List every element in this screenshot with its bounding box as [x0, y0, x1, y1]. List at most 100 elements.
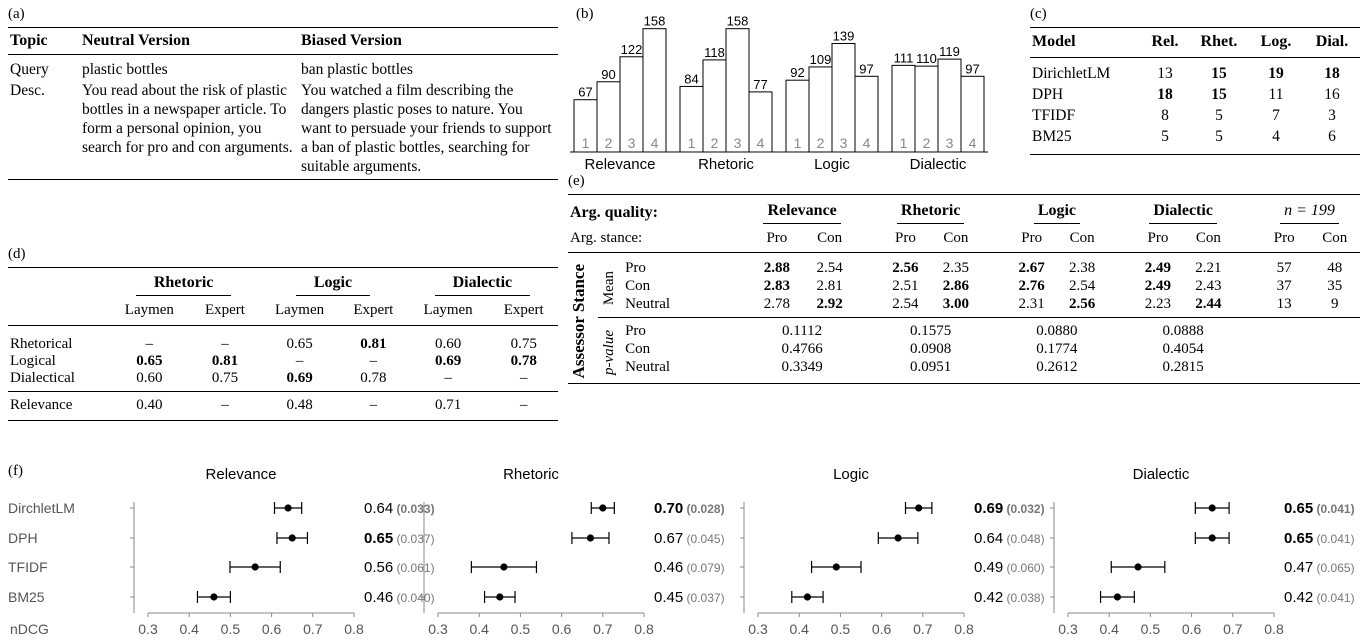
- panel-a-label: (a): [8, 6, 25, 22]
- pvalue-cell: 0.1575: [880, 317, 982, 340]
- panel-d-label: (d): [8, 246, 26, 262]
- pvalue-cell: 0.2815: [1162, 359, 1204, 375]
- header-topic: Topic: [8, 27, 80, 55]
- mean-cell: 2.54: [816, 260, 843, 276]
- spacer: [1234, 358, 1259, 384]
- model-table: Model Rel. Rhet. Log. Dial. DirichletLM 13 15 1…: [1030, 27, 1360, 155]
- spacer: [1107, 295, 1132, 318]
- x-tick-label: 0.5: [221, 621, 241, 637]
- stance-label: Neutral: [625, 359, 671, 375]
- table-row: BM25 5 5 4 6: [1030, 126, 1360, 155]
- n-cell: 13: [1276, 296, 1292, 312]
- x-tick-label: 0.7: [1223, 621, 1243, 637]
- table-row: Query plastic bottles ban plastic bottle…: [8, 55, 558, 80]
- group-label: Relevance: [585, 156, 656, 172]
- subheader-cell: Expert: [339, 298, 407, 326]
- panel-f-label: (f): [8, 463, 23, 479]
- mean-point: [284, 504, 292, 512]
- mean-point: [1113, 593, 1122, 601]
- x-tick-label: 0.7: [913, 621, 933, 637]
- table-row: Assessor Stance Mean Pro 2.88 2.54 2.56 2.35 2.…: [568, 253, 1360, 378]
- bar-value-label: 119: [939, 44, 960, 59]
- bar-category-label: 3: [628, 135, 636, 151]
- arg-stance-label: Arg. stance:: [568, 226, 750, 253]
- bar-category-label: 3: [734, 135, 742, 151]
- spacer: [855, 253, 880, 278]
- mean-cell: 2.31: [1018, 296, 1045, 312]
- spacer: [1233, 226, 1259, 253]
- mean-cell: 2.83: [763, 278, 790, 294]
- spacer: [1234, 295, 1259, 318]
- value-cell: –: [444, 370, 452, 386]
- table-row: DPH 18 15 11 16: [1030, 84, 1360, 105]
- value-cell: –: [190, 391, 260, 421]
- bar-value-label: 90: [601, 67, 615, 82]
- mean-label: 0.65 (0.041): [1284, 530, 1355, 547]
- group-header-logic: Logic: [1006, 195, 1107, 227]
- subheader-cell: Laymen: [108, 298, 191, 326]
- bar-category-label: 1: [688, 135, 696, 151]
- table-row: DirichletLM 13 15 19 18: [1030, 58, 1360, 85]
- spacer: [1234, 253, 1259, 278]
- value-cell: 0.69: [434, 353, 462, 369]
- value-cell: 0.81: [360, 336, 387, 352]
- subheader-cell: Expert: [489, 298, 558, 326]
- mean-cell: 2.67: [1018, 260, 1045, 276]
- model-name: DirichletLM: [1032, 65, 1111, 82]
- model-label: DirchletLM: [8, 500, 75, 516]
- value-cell: 0.65: [136, 353, 163, 369]
- count-cell: 18: [1157, 86, 1173, 103]
- count-cell: 13: [1157, 65, 1173, 82]
- column-header: Rhet.: [1190, 27, 1248, 58]
- group-header-relevance: Relevance: [749, 195, 855, 227]
- spacer: [854, 226, 881, 253]
- x-tick-label: 0.6: [1182, 621, 1202, 637]
- mean-cell: 2.54: [892, 296, 919, 312]
- topic-cell: Desc.: [10, 82, 45, 99]
- mean-point: [586, 534, 595, 542]
- bar: [725, 28, 750, 153]
- x-tick-label: 0.4: [179, 621, 199, 637]
- count-cell: 15: [1211, 65, 1227, 82]
- panel-b-bar-chart: 67190212231584Relevance84111821583774Rhe…: [570, 14, 988, 172]
- pvalue-cell: 0.4766: [781, 341, 823, 357]
- bar-category-label: 3: [840, 135, 848, 151]
- mean-point: [803, 593, 812, 601]
- mean-label: 0.47 (0.065): [1284, 559, 1355, 576]
- mean-cell: 2.49: [1144, 260, 1172, 276]
- x-tick-label: 0.4: [469, 621, 489, 637]
- x-tick-label: 0.8: [954, 621, 974, 637]
- table-row: Relevance 0.40–0.48–0.71–: [8, 391, 558, 421]
- pvalue-cell: 0.0908: [910, 341, 952, 357]
- value-cell: 0.65: [286, 336, 313, 352]
- bar-category-label: 4: [757, 135, 765, 151]
- pvalue-cell: 0.0888: [1132, 317, 1234, 340]
- mean-cell: 2.81: [816, 278, 843, 294]
- stance-header: Con: [804, 226, 855, 253]
- spacer: [1107, 340, 1132, 358]
- bar-value-label: 110: [916, 51, 937, 66]
- bar-category-label: 1: [900, 135, 908, 151]
- value-cell: 0.78: [360, 370, 387, 386]
- mean-label: 0.45 (0.037): [654, 589, 725, 606]
- group-label: Logic: [814, 156, 850, 172]
- value-cell: 0.69: [286, 370, 313, 386]
- bar-value-label: 111: [894, 50, 914, 65]
- stance-label: Con: [625, 341, 651, 357]
- subheader-cell: Laymen: [259, 298, 340, 326]
- bar-category-label: 1: [794, 135, 802, 151]
- row-label: Relevance: [8, 391, 108, 421]
- spacer: [1107, 253, 1132, 278]
- column-header: Model: [1030, 27, 1140, 58]
- pvalue-cell: 0.4054: [1162, 341, 1204, 357]
- x-tick-label: 0.8: [344, 621, 364, 637]
- panel-title: Rhetoric: [503, 466, 559, 483]
- table-row: Rhetorical – – 0.65 0.81 0.60 0.75: [8, 326, 558, 354]
- value-cell: –: [519, 370, 528, 386]
- panel-title: Logic: [833, 466, 869, 483]
- stance-header: Pro: [1006, 226, 1057, 253]
- value-cell: –: [339, 391, 407, 421]
- mean-cell: 2.86: [942, 278, 970, 294]
- value-cell: –: [489, 391, 558, 421]
- table-row: Neutral 2.78 2.92 2.54 3.00 2.31 2.56 2.23 2.44 1…: [568, 295, 1360, 318]
